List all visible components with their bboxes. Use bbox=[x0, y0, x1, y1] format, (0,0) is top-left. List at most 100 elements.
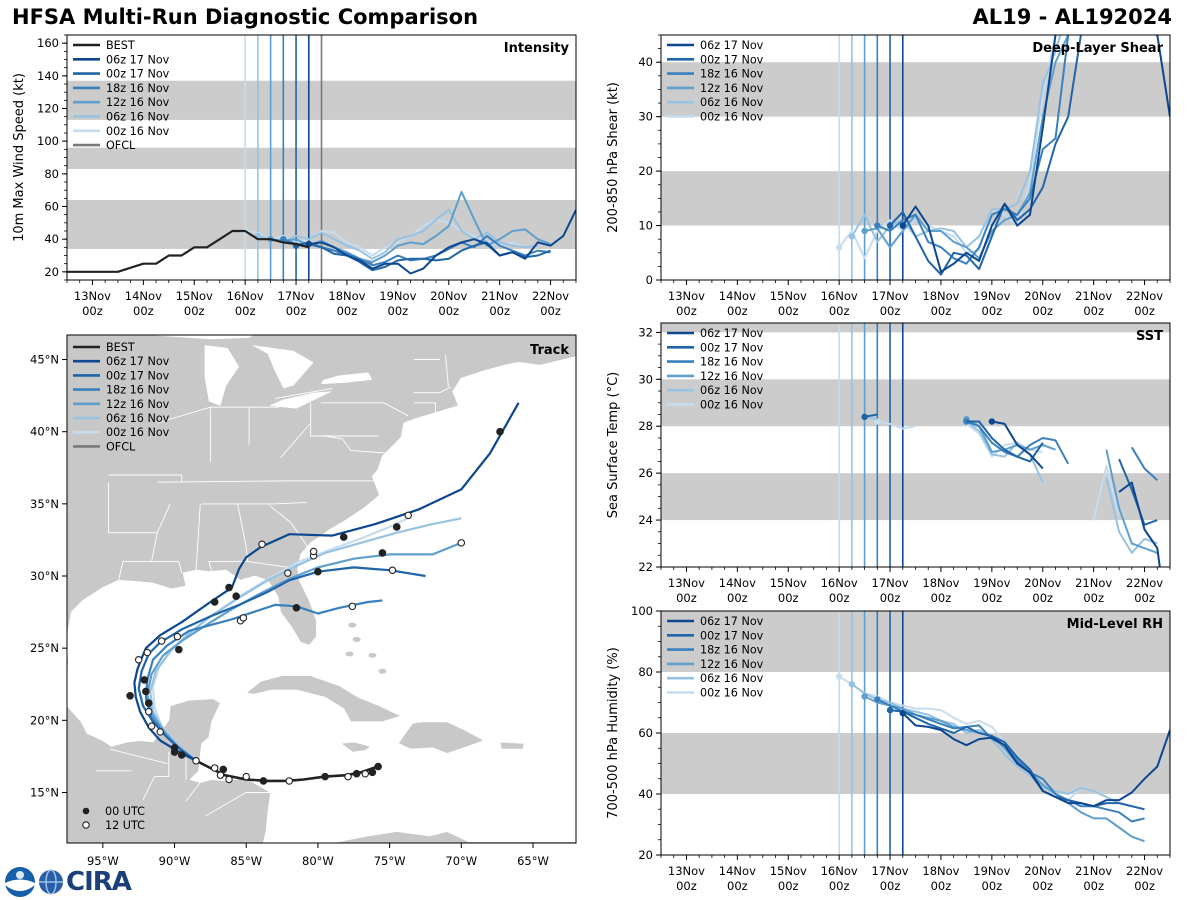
intensity-xtick-sublabel: 00z bbox=[489, 304, 510, 318]
track-marker-00utc bbox=[210, 598, 219, 606]
shear-band-1 bbox=[661, 62, 1170, 117]
cira-logo: CIRA bbox=[4, 866, 132, 898]
sst-xtick-sublabel: 00z bbox=[778, 591, 799, 605]
intensity-ytick-label: 140 bbox=[37, 69, 59, 83]
sst-xtick-sublabel: 00z bbox=[1083, 591, 1104, 605]
border-line-5 bbox=[201, 501, 307, 505]
rh-xtick-sublabel: 00z bbox=[880, 879, 901, 893]
track-ytick-label: 35°N bbox=[30, 497, 59, 511]
land-north-america bbox=[67, 335, 576, 646]
lake-erie bbox=[269, 391, 333, 409]
track-marker-12utc bbox=[173, 632, 182, 641]
track-marker-12utc bbox=[388, 566, 397, 574]
rh-xtick-label: 14Nov bbox=[719, 864, 756, 878]
shear-xtick-label: 17Nov bbox=[872, 289, 909, 303]
sst-xtick-sublabel: 00z bbox=[727, 591, 748, 605]
sst-xtick-sublabel: 00z bbox=[982, 591, 1003, 605]
land-hispaniola bbox=[397, 721, 486, 754]
shear-panel-title: Deep-Layer Shear bbox=[1032, 41, 1163, 56]
track-marker-12utc bbox=[284, 569, 292, 577]
track-legend-label-06z-17-nov: 06z 17 Nov bbox=[106, 355, 170, 368]
land-bahamas-0 bbox=[345, 651, 354, 657]
track-xtick-label: 75°W bbox=[374, 854, 406, 868]
rh-legend-label-06z-17-nov: 06z 17 Nov bbox=[700, 615, 764, 628]
track-xtick-label: 70°W bbox=[445, 854, 477, 868]
sst-legend-label-00z-17-nov: 00z 17 Nov bbox=[700, 341, 764, 354]
land-cuba bbox=[245, 675, 403, 723]
track-marker-00utc bbox=[140, 676, 149, 684]
intensity-xtick-sublabel: 00z bbox=[235, 304, 256, 318]
intensity-xtick-label: 17Nov bbox=[278, 289, 315, 303]
sst-ytick-label: 22 bbox=[638, 560, 653, 574]
land-bahamas-1 bbox=[352, 637, 361, 643]
sst-ylabel: Sea Surface Temp (°C) bbox=[606, 372, 621, 519]
shear-series-18z-16-nov-0 bbox=[876, 35, 1070, 265]
shear-xtick-sublabel: 00z bbox=[931, 304, 952, 318]
border-line-28 bbox=[185, 782, 201, 802]
track-marker-12utc bbox=[348, 602, 357, 611]
border-line-25 bbox=[67, 632, 73, 636]
track-xtick-label: 85°W bbox=[230, 854, 262, 868]
track-marker-12utc bbox=[144, 707, 153, 716]
track-ytick-label: 15°N bbox=[30, 785, 59, 799]
rh-legend-label-06z-16-nov: 06z 16 Nov bbox=[700, 672, 764, 685]
track-marker-00utc bbox=[175, 645, 183, 654]
rh-ytick-label: 80 bbox=[638, 665, 653, 679]
sst-xtick-sublabel: 00z bbox=[880, 591, 901, 605]
land-puerto-rico bbox=[499, 741, 525, 750]
track-marker-12utc bbox=[258, 540, 266, 549]
sst-xtick-label: 14Nov bbox=[719, 576, 756, 590]
track-legend-label-00z-16-nov: 00z 16 Nov bbox=[106, 426, 170, 439]
track-ytick-label: 40°N bbox=[30, 425, 59, 439]
track-marker-legend-filled bbox=[82, 807, 90, 815]
intensity-xtick-label: 19Nov bbox=[379, 289, 416, 303]
shear-ytick-label: 40 bbox=[638, 55, 653, 69]
sst-xtick-label: 16Nov bbox=[821, 576, 858, 590]
rh-xtick-label: 15Nov bbox=[770, 864, 807, 878]
intensity-ytick-label: 60 bbox=[44, 200, 59, 214]
rh-xtick-label: 21Nov bbox=[1075, 864, 1112, 878]
sst-xtick-sublabel: 00z bbox=[1032, 591, 1053, 605]
rh-init-marker-12z-16-nov bbox=[861, 693, 868, 700]
intensity-ylabel: 10m Max Wind Speed (kt) bbox=[12, 73, 27, 242]
noaa-logo-icon bbox=[5, 867, 35, 897]
intensity-legend-label-ofcl: OFCL bbox=[106, 139, 136, 152]
storm-id-title: AL19 - AL192024 bbox=[972, 5, 1173, 29]
track-marker-12utc bbox=[157, 637, 166, 645]
border-line-8 bbox=[151, 561, 183, 574]
sst-xtick-label: 21Nov bbox=[1075, 576, 1112, 590]
track-legend-label-ofcl: OFCL bbox=[106, 440, 136, 453]
track-marker-legend-open bbox=[82, 821, 90, 829]
intensity-xtick-label: 16Nov bbox=[227, 289, 264, 303]
sst-xtick-sublabel: 00z bbox=[676, 591, 697, 605]
border-line-30 bbox=[109, 748, 168, 765]
shear-xtick-sublabel: 00z bbox=[676, 304, 697, 318]
rh-init-marker-06z-17-nov bbox=[899, 709, 906, 717]
border-line-11 bbox=[268, 504, 309, 548]
rh-ytick-label: 20 bbox=[638, 848, 653, 862]
intensity-legend-label-12z-16-nov: 12z 16 Nov bbox=[106, 96, 170, 109]
intensity-xtick-sublabel: 00z bbox=[388, 304, 409, 318]
land-bahamas-2 bbox=[368, 652, 377, 658]
shear-xtick-sublabel: 00z bbox=[1134, 304, 1155, 318]
rh-init-marker-18z-16-nov bbox=[874, 696, 881, 703]
track-marker-12utc bbox=[134, 655, 143, 664]
track-ytick-label: 20°N bbox=[30, 713, 59, 727]
shear-xtick-label: 14Nov bbox=[719, 289, 756, 303]
shear-xtick-sublabel: 00z bbox=[727, 304, 748, 318]
track-marker-00utc bbox=[232, 592, 240, 601]
sst-legend-label-12z-16-nov: 12z 16 Nov bbox=[700, 370, 764, 383]
track-marker-00utc bbox=[219, 765, 228, 774]
track-marker-00utc bbox=[496, 427, 504, 436]
track-marker-00utc bbox=[339, 533, 348, 541]
rh-band-1 bbox=[661, 611, 1170, 672]
rh-band-0 bbox=[661, 733, 1170, 794]
rh-xtick-sublabel: 00z bbox=[1083, 879, 1104, 893]
shear-series-06z-16-nov-0 bbox=[851, 35, 1062, 249]
track-legend-label-06z-16-nov: 06z 16 Nov bbox=[106, 412, 170, 425]
track-xtick-label: 80°W bbox=[302, 854, 334, 868]
shear-xtick-sublabel: 00z bbox=[829, 304, 850, 318]
intensity-panel-title: Intensity bbox=[504, 41, 570, 56]
sst-xtick-label: 20Nov bbox=[1024, 576, 1061, 590]
